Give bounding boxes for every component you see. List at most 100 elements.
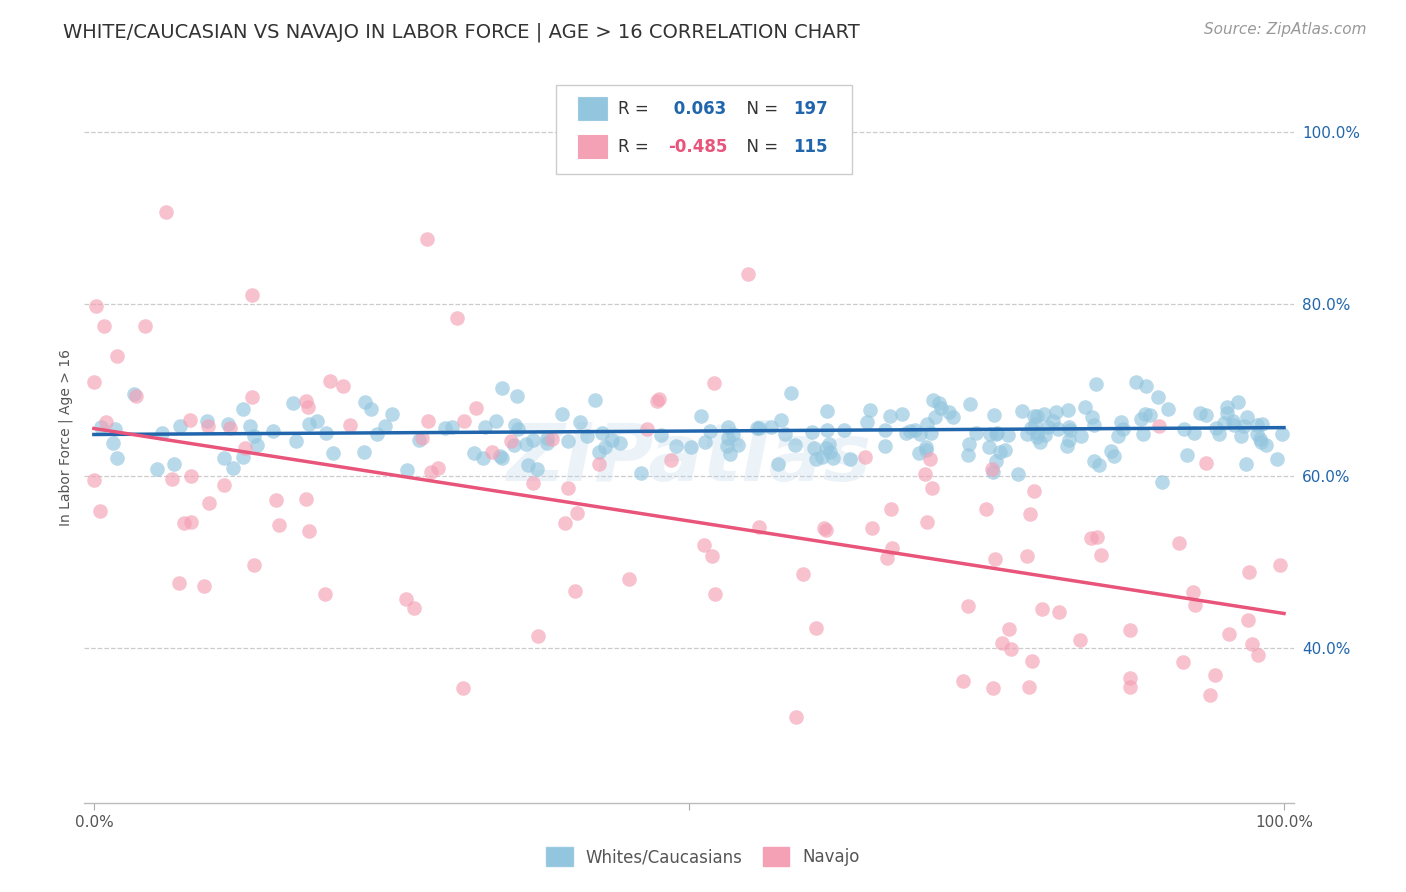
Point (1173, 422, 1195, 436)
Point (297, 401, 319, 415)
Point (395, 592, 418, 607)
Point (1222, 418, 1244, 433)
Point (699, 424, 721, 438)
Point (920, 452, 942, 467)
Point (551, 407, 574, 421)
Point (319, 375, 342, 389)
Point (1249, 432, 1271, 446)
Point (1024, 409, 1046, 423)
Point (839, 452, 862, 467)
Point (295, 394, 318, 409)
Point (426, 461, 449, 475)
Point (1057, 420, 1080, 434)
Point (894, 425, 917, 440)
Point (381, 407, 404, 421)
Point (983, 552, 1005, 566)
Point (915, 443, 938, 458)
Point (1184, 598, 1206, 612)
Point (169, 575, 191, 590)
Point (569, 415, 592, 429)
Point (264, 492, 287, 507)
Point (89, 504, 111, 518)
Point (1175, 448, 1198, 462)
Point (1107, 428, 1129, 442)
Point (1182, 585, 1205, 599)
Point (957, 437, 980, 451)
Point (1109, 415, 1132, 429)
Point (1047, 422, 1070, 436)
Point (1007, 467, 1029, 481)
Point (1233, 419, 1256, 434)
Point (180, 469, 202, 483)
Point (928, 396, 950, 410)
Legend: Whites/Caucasians, Navajo: Whites/Caucasians, Navajo (537, 838, 869, 875)
Point (489, 449, 512, 463)
Point (522, 476, 544, 491)
Text: -0.485: -0.485 (668, 137, 728, 156)
Point (1102, 450, 1125, 464)
Point (104, 422, 127, 436)
Point (717, 431, 740, 445)
Point (1036, 419, 1059, 434)
Point (408, 434, 430, 448)
Point (997, 622, 1019, 636)
Point (695, 434, 717, 449)
Point (465, 401, 488, 416)
Text: N =: N = (737, 100, 783, 118)
Point (193, 579, 215, 593)
Point (1085, 377, 1108, 392)
FancyBboxPatch shape (555, 85, 852, 174)
Point (233, 441, 256, 455)
Point (339, 418, 361, 433)
Point (920, 425, 942, 440)
Point (983, 465, 1005, 479)
Point (1125, 375, 1147, 389)
Point (747, 421, 769, 435)
Point (1132, 427, 1154, 442)
Point (1069, 632, 1091, 647)
Point (93, 319, 115, 334)
Point (938, 405, 960, 419)
Point (1029, 435, 1052, 450)
Point (1240, 636, 1263, 650)
Point (554, 516, 576, 531)
Point (243, 429, 266, 443)
Point (322, 445, 344, 459)
Y-axis label: In Labor Force | Age > 16: In Labor Force | Age > 16 (59, 349, 73, 525)
Point (915, 417, 938, 431)
Point (179, 413, 201, 427)
Point (1011, 404, 1033, 418)
Point (1019, 420, 1042, 434)
Point (1216, 406, 1239, 420)
Point (472, 450, 495, 465)
Point (1250, 434, 1272, 449)
Text: WHITE/CAUCASIAN VS NAVAJO IN LABOR FORCE | AGE > 16 CORRELATION CHART: WHITE/CAUCASIAN VS NAVAJO IN LABOR FORCE… (63, 22, 860, 42)
Point (1265, 452, 1288, 467)
Point (84, 300, 107, 314)
Point (1271, 426, 1294, 441)
Point (908, 446, 931, 460)
Point (775, 426, 797, 441)
Text: 197: 197 (793, 100, 828, 118)
Point (180, 515, 202, 529)
Point (630, 466, 652, 480)
Point (1230, 429, 1253, 443)
Point (748, 520, 770, 534)
Point (1247, 648, 1270, 662)
Point (1057, 403, 1080, 417)
Point (232, 450, 254, 465)
Point (214, 450, 236, 465)
Point (876, 550, 898, 565)
Point (994, 442, 1017, 457)
Point (988, 445, 1011, 459)
Point (922, 392, 945, 407)
Point (1236, 613, 1258, 627)
Point (240, 287, 263, 301)
Point (451, 681, 474, 695)
Text: ZIPatlas: ZIPatlas (506, 420, 872, 498)
Point (1152, 475, 1174, 489)
Point (648, 392, 671, 407)
Point (1195, 457, 1218, 471)
Text: N =: N = (737, 137, 783, 156)
Point (879, 409, 901, 424)
